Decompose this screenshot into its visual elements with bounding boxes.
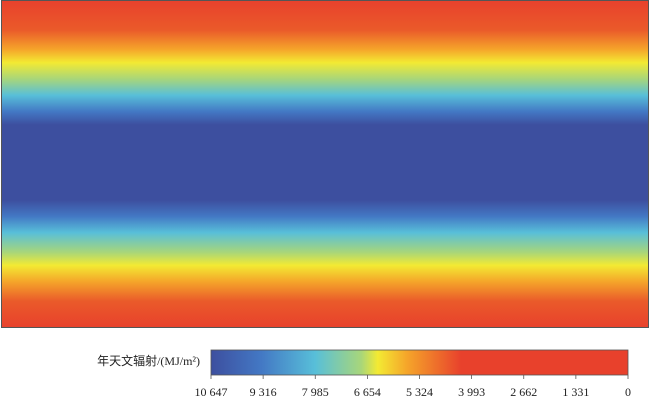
colorbar xyxy=(210,349,629,376)
radiation-map xyxy=(1,0,649,328)
tick-label: 6 654 xyxy=(354,385,381,399)
tick-label: 3 993 xyxy=(458,385,485,399)
tick-label: 10 647 xyxy=(195,385,228,399)
tick-label: 7 985 xyxy=(302,385,329,399)
colorbar-label: 年天文辐射/(MJ/m²) xyxy=(97,353,200,368)
tick-label: 5 324 xyxy=(406,385,433,399)
tick-label: 1 331 xyxy=(562,385,589,399)
tick-label: 0 xyxy=(625,385,631,399)
tick-label: 2 662 xyxy=(510,385,537,399)
tick-label: 9 316 xyxy=(250,385,277,399)
colorbar-ticks: 10 647 9 316 7 985 6 654 5 324 3 993 2 662 1 33… xyxy=(195,375,631,399)
